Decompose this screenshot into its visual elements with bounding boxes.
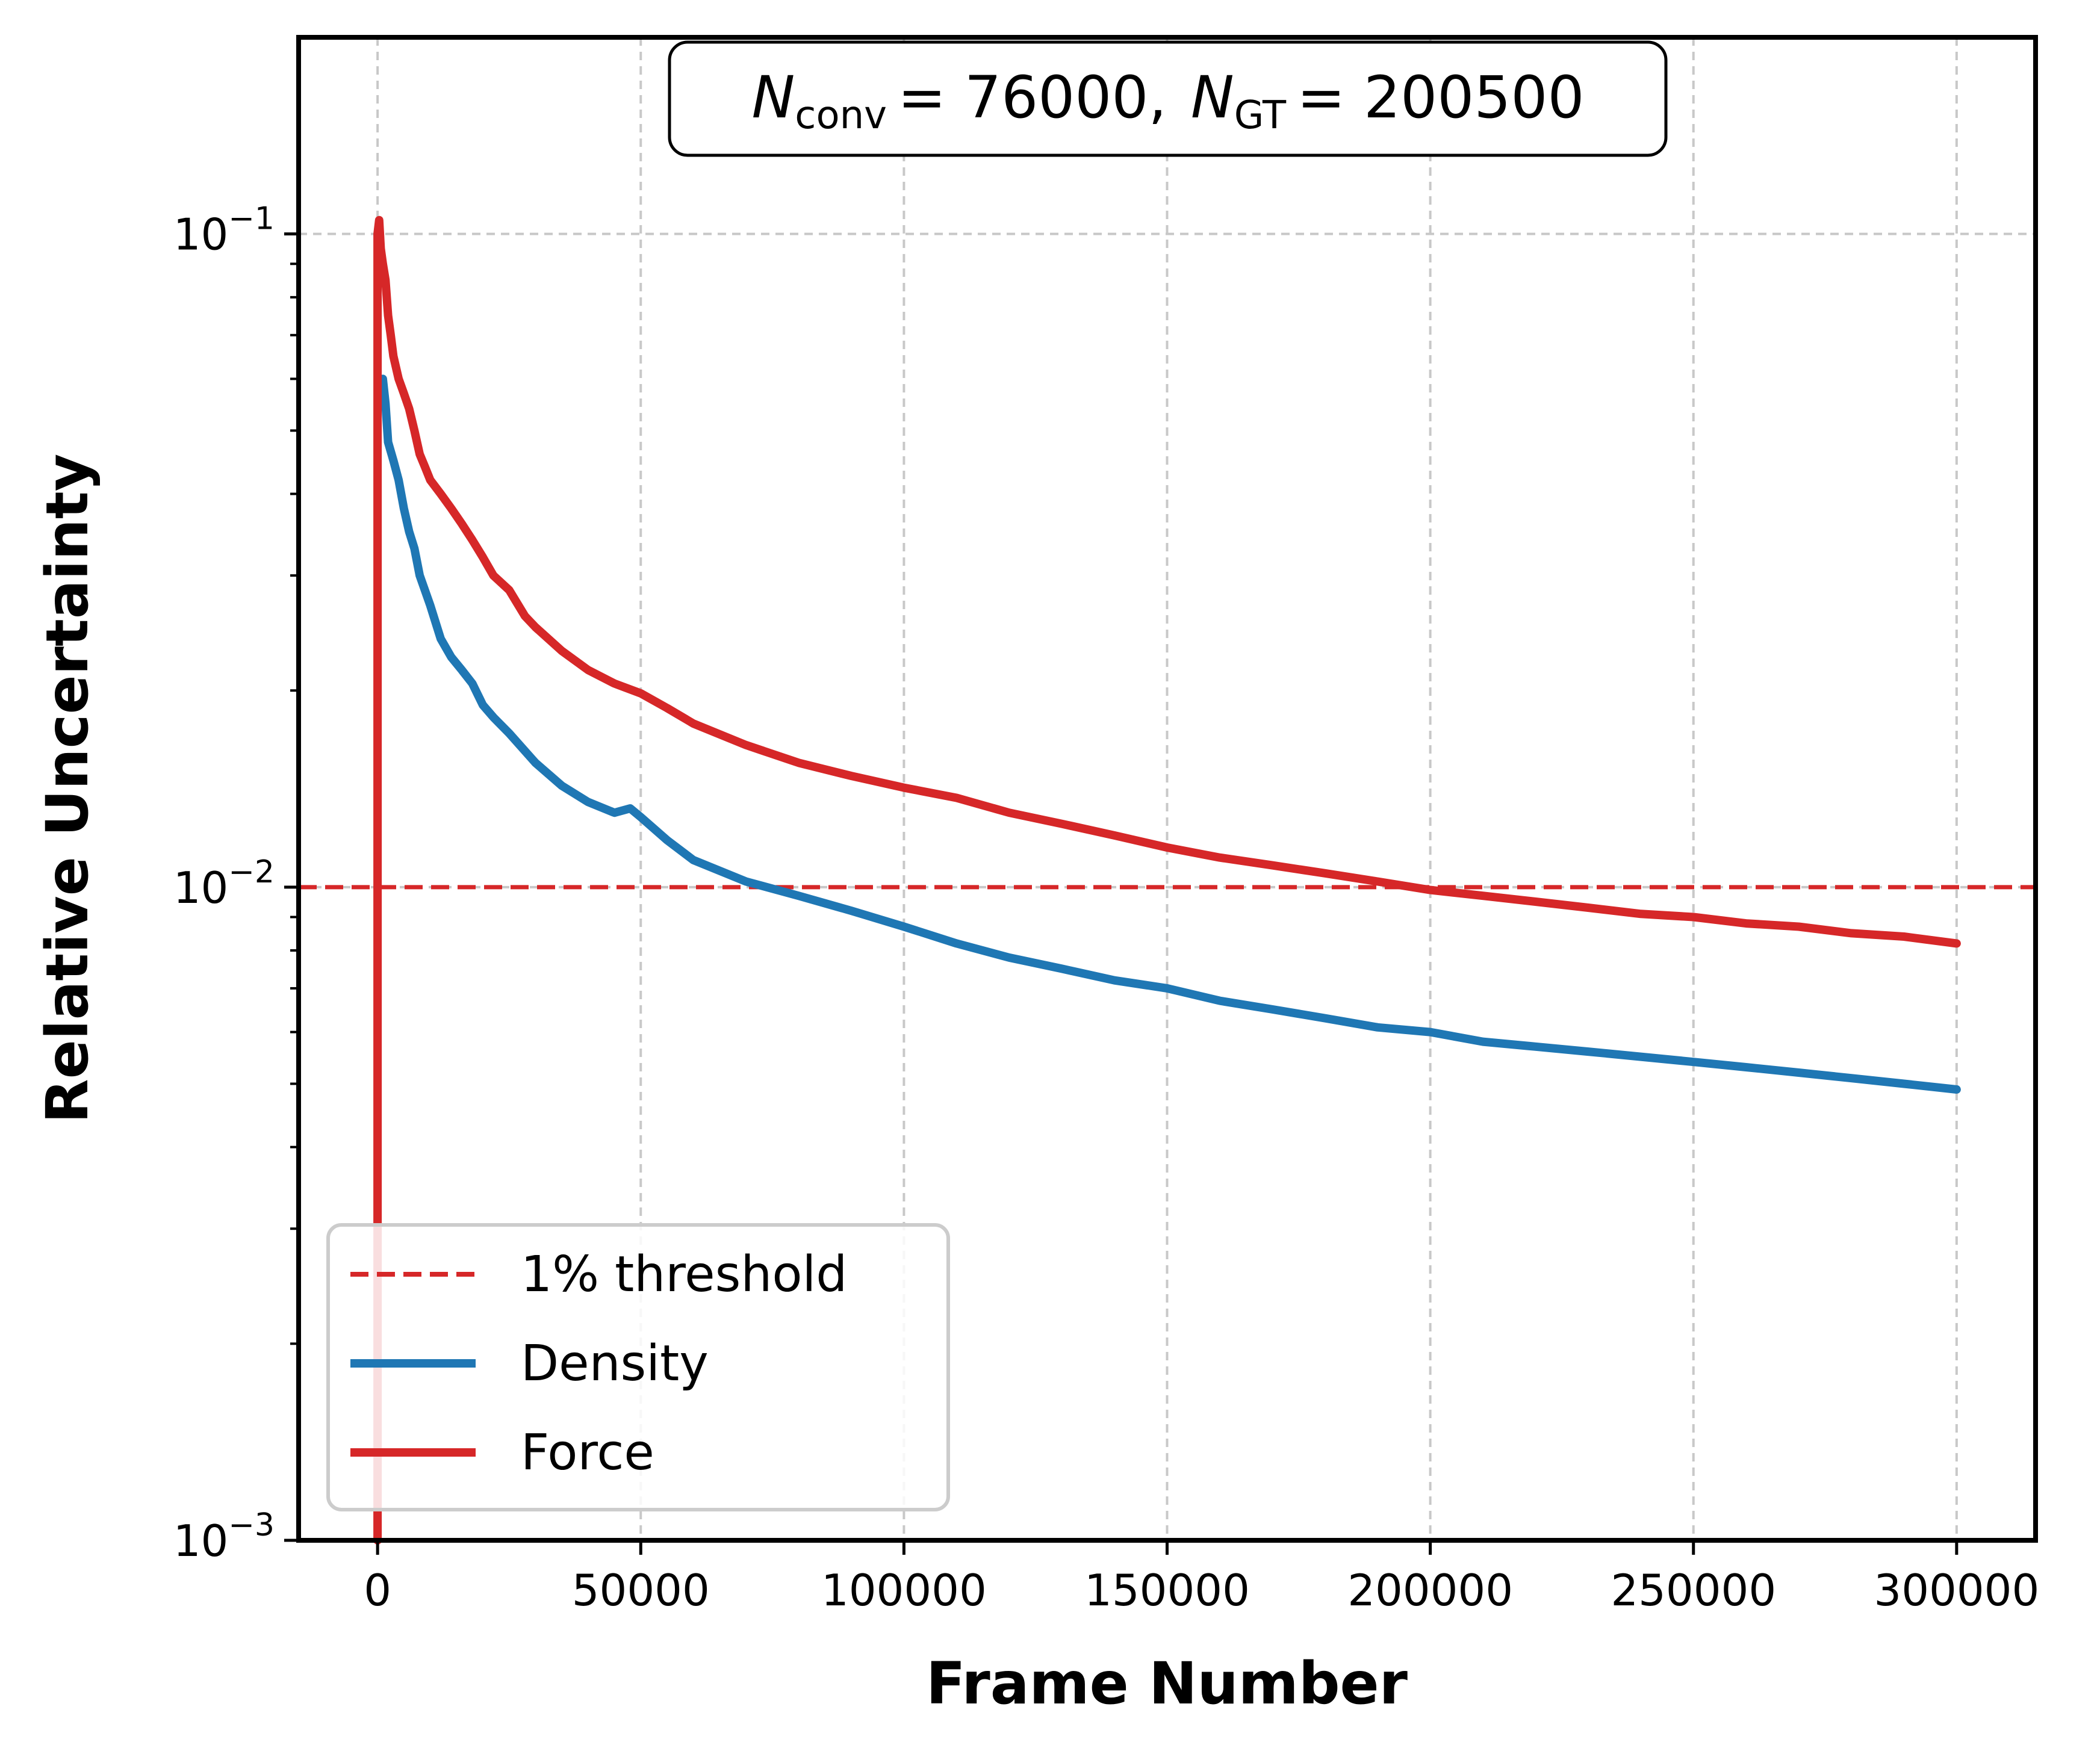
y-tick-label: 10−3 bbox=[173, 1507, 275, 1566]
legend-threshold-label: 1% threshold bbox=[521, 1246, 847, 1303]
x-tick-label: 250000 bbox=[1611, 1565, 1776, 1616]
convergence-annotation: Nconv = 76000, NGT = 200500 bbox=[668, 40, 1668, 157]
n-gt-symbol: N bbox=[1191, 64, 1234, 131]
n-conv-value: = 76000, bbox=[898, 64, 1167, 131]
annotation-box bbox=[668, 40, 1668, 157]
x-tick-label: 150000 bbox=[1084, 1565, 1250, 1616]
y-tick-label: 10−1 bbox=[173, 201, 275, 260]
series-line-density bbox=[378, 374, 1961, 1094]
x-tick-label: 50000 bbox=[572, 1565, 710, 1616]
legend-density-label: Density bbox=[521, 1335, 709, 1392]
y-axis-ticks: 10−3 10−2 10−1 bbox=[173, 201, 299, 1566]
n-conv-symbol: N bbox=[751, 64, 795, 131]
x-axis-ticks: 0 50000 100000 150000 200000 250000 300000 bbox=[364, 1540, 2039, 1616]
x-tick-label: 100000 bbox=[821, 1565, 987, 1616]
annotation-text: Nconv = 76000, NGT = 200500 bbox=[751, 64, 1584, 138]
x-tick-label: 0 bbox=[364, 1565, 391, 1616]
x-tick-label: 300000 bbox=[1874, 1565, 2039, 1616]
x-tick-label: 200000 bbox=[1347, 1565, 1513, 1616]
legend-box bbox=[326, 1223, 950, 1511]
n-gt-subscript: GT bbox=[1234, 93, 1287, 138]
n-conv-subscript: conv bbox=[795, 93, 887, 138]
y-axis-label: Relative Uncertainty bbox=[34, 454, 101, 1124]
legend: 1% threshold Density Force bbox=[326, 1223, 950, 1511]
y-tick-label: 10−2 bbox=[173, 854, 275, 913]
n-gt-value: = 200500 bbox=[1297, 64, 1584, 131]
series-lines bbox=[373, 215, 1961, 1545]
legend-force-label: Force bbox=[521, 1424, 654, 1481]
series-line-force bbox=[373, 215, 1961, 1545]
x-axis-label: Frame Number bbox=[926, 1650, 1408, 1717]
